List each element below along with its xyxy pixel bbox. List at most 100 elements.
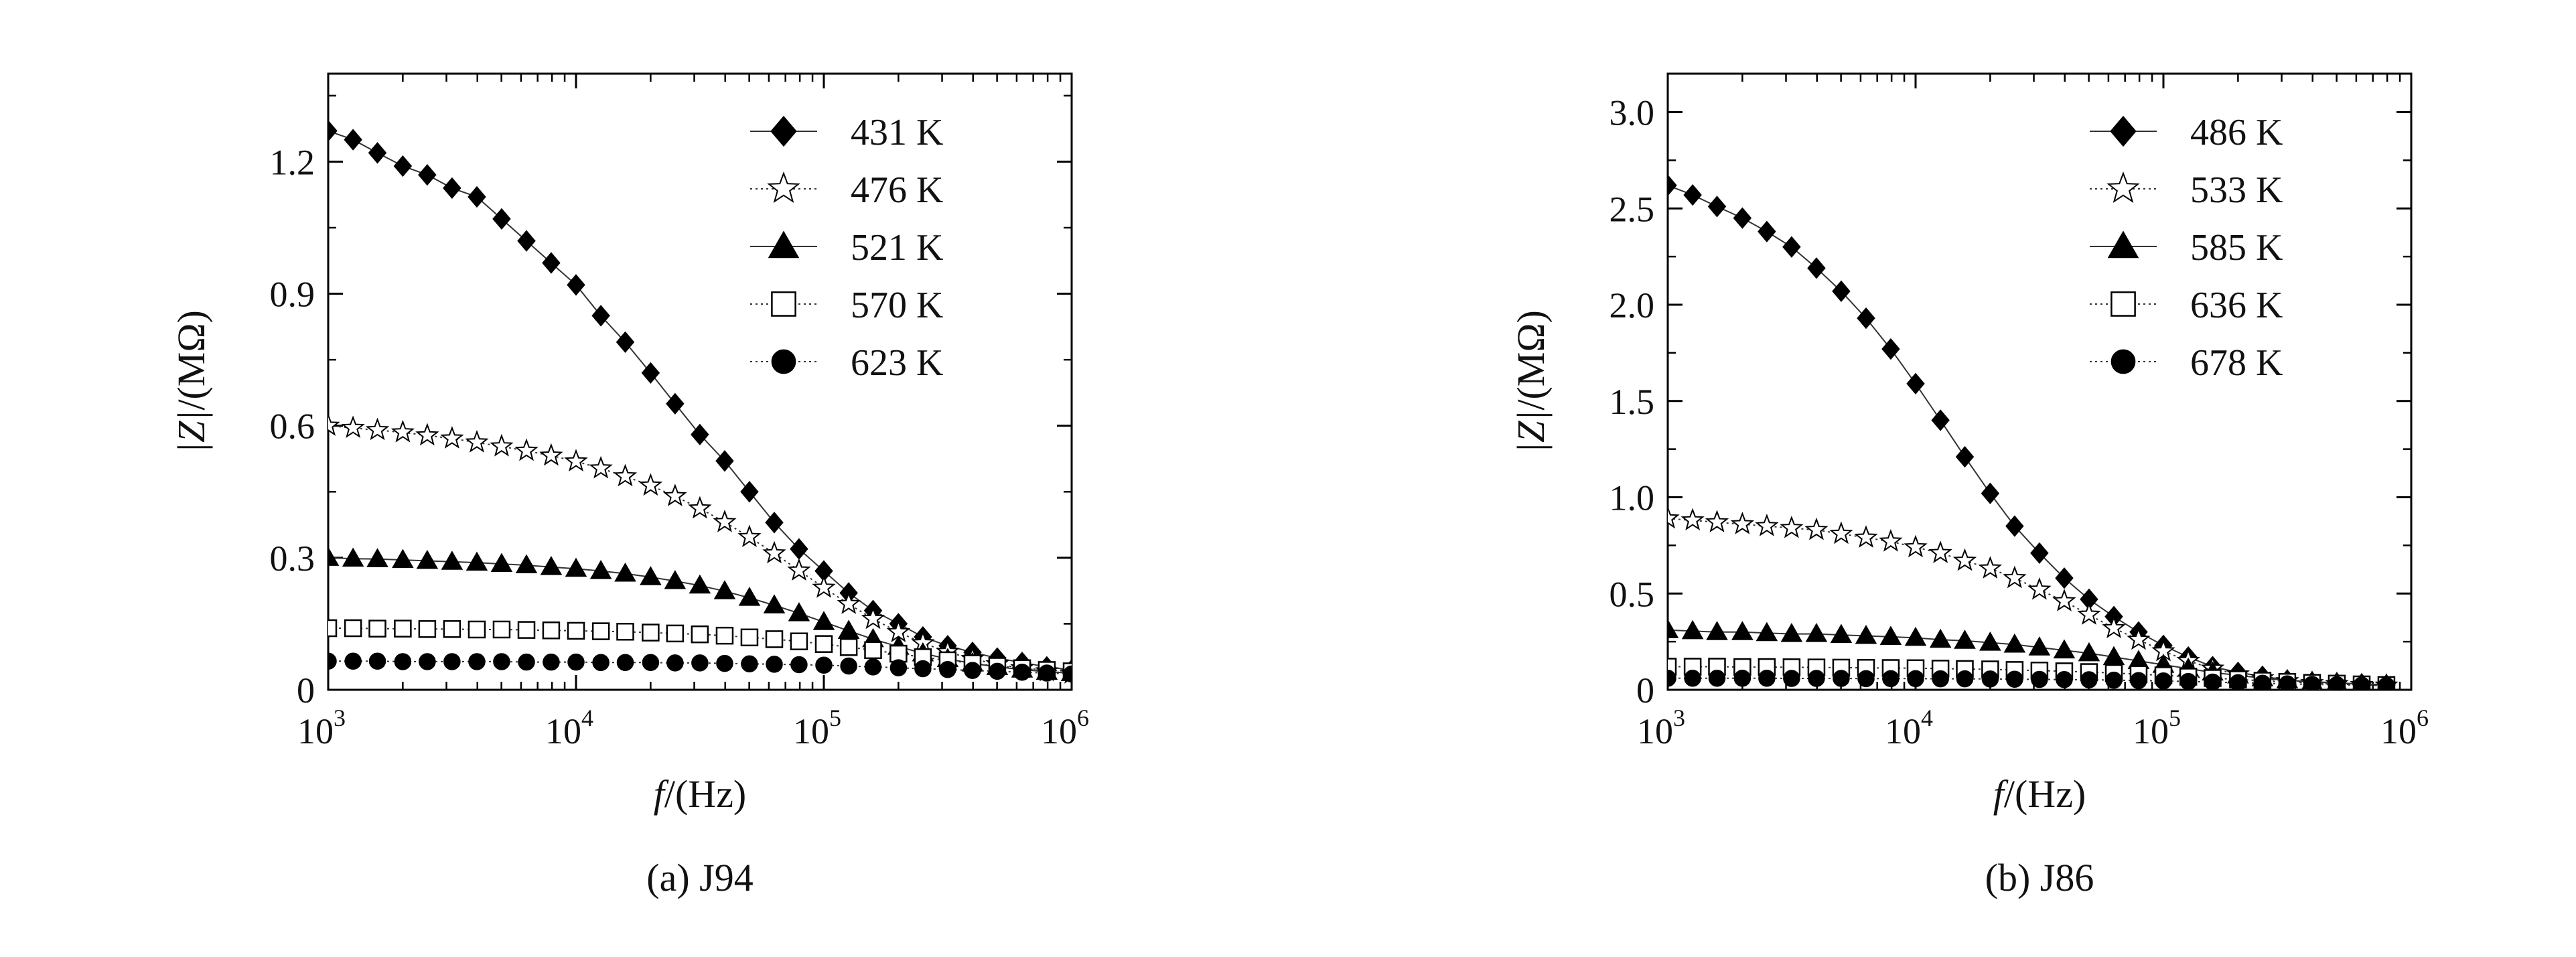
legend-item: 678 K xyxy=(2090,342,2283,384)
data-point xyxy=(613,463,638,487)
data-point xyxy=(666,654,684,672)
data-point xyxy=(490,433,514,457)
data-point xyxy=(2102,615,2126,639)
data-point xyxy=(328,546,340,566)
legend-marker xyxy=(2110,115,2137,147)
data-point xyxy=(1857,670,1875,688)
data-point xyxy=(1783,670,1800,687)
x-axis-label: f/(Hz) xyxy=(654,772,747,816)
data-point xyxy=(589,455,613,479)
data-point xyxy=(939,661,956,678)
data-point xyxy=(394,619,412,638)
data-point xyxy=(787,558,811,581)
data-point xyxy=(2080,671,2098,688)
data-point xyxy=(1668,506,1680,529)
data-point xyxy=(342,547,364,567)
legend-item: 486 K xyxy=(2090,112,2283,153)
data-point xyxy=(540,556,563,575)
data-point xyxy=(365,417,390,441)
y-tick-label: 1.5 xyxy=(1609,382,1655,422)
data-point xyxy=(2031,670,2048,688)
data-point xyxy=(415,423,439,446)
data-point xyxy=(666,392,685,415)
data-point xyxy=(2056,671,2073,688)
data-point xyxy=(715,450,734,472)
legend-label: 533 K xyxy=(2190,169,2283,211)
data-point xyxy=(368,142,387,164)
data-point xyxy=(1882,670,1900,688)
data-point xyxy=(465,430,489,453)
data-point xyxy=(542,621,561,640)
data-point xyxy=(666,624,685,643)
data-point xyxy=(1731,621,1754,640)
data-point xyxy=(440,426,464,449)
data-point xyxy=(663,484,687,506)
data-point xyxy=(344,652,362,670)
series-678-k xyxy=(1668,670,2395,690)
legend-label: 521 K xyxy=(851,227,943,269)
data-point xyxy=(1668,619,1679,638)
y-tick-label: 3.0 xyxy=(1609,93,1655,133)
data-point xyxy=(2127,627,2151,650)
data-point xyxy=(641,362,660,384)
data-point xyxy=(1855,624,1877,644)
data-point xyxy=(466,551,488,571)
data-point xyxy=(1952,548,1977,571)
data-point xyxy=(543,653,560,671)
legend-marker xyxy=(767,171,800,204)
data-point xyxy=(812,611,835,630)
data-point xyxy=(1932,670,1949,688)
data-point xyxy=(642,623,660,642)
data-point xyxy=(591,622,610,640)
y-tick-label: 1.2 xyxy=(270,142,315,182)
data-point xyxy=(889,644,908,663)
data-point xyxy=(1954,630,1976,649)
data-point xyxy=(839,638,858,656)
data-point xyxy=(2328,676,2346,690)
data-point xyxy=(1808,670,1825,687)
data-point xyxy=(812,575,836,598)
x-tick-label: 104 xyxy=(1885,705,1933,751)
data-point xyxy=(713,580,736,599)
data-point xyxy=(1756,621,1778,642)
data-point xyxy=(2003,565,2027,589)
data-point xyxy=(1807,257,1826,279)
y-tick-label: 0.5 xyxy=(1609,574,1655,614)
legend-item: 521 K xyxy=(750,227,943,269)
y-axis-label: |Z|/(MΩ) xyxy=(1509,310,1553,453)
data-point xyxy=(2353,676,2370,690)
y-tick-label: 0.3 xyxy=(270,538,315,579)
legend-item: 476 K xyxy=(750,169,943,211)
data-point xyxy=(889,659,908,676)
series-623-k xyxy=(328,652,1072,683)
data-point xyxy=(589,560,612,579)
data-point xyxy=(837,619,860,639)
plot-frame xyxy=(1666,72,2413,691)
data-point xyxy=(989,662,1006,680)
data-point xyxy=(2155,672,2172,690)
data-point xyxy=(1780,623,1803,642)
data-point xyxy=(468,653,486,670)
data-point xyxy=(2003,633,2026,653)
data-point xyxy=(2105,671,2123,689)
data-point xyxy=(1758,670,1776,687)
data-point xyxy=(1063,665,1072,683)
data-point xyxy=(740,628,759,647)
data-point xyxy=(640,566,662,585)
legend-item: 623 K xyxy=(750,342,943,384)
data-point xyxy=(1733,207,1752,229)
x-axis-label: f/(Hz) xyxy=(1993,772,2086,816)
data-point xyxy=(1707,196,1727,218)
data-point xyxy=(1904,534,1928,558)
data-point xyxy=(564,449,588,472)
data-point xyxy=(864,658,882,676)
x-axis: 103 104 105 106 xyxy=(1637,74,2429,751)
data-point xyxy=(368,619,386,638)
data-point xyxy=(591,305,610,327)
legend-marker xyxy=(2110,291,2136,317)
data-point xyxy=(1730,512,1755,534)
data-point xyxy=(1981,482,2000,504)
data-point xyxy=(418,163,437,186)
data-point xyxy=(616,623,634,641)
data-point xyxy=(1833,670,1850,687)
